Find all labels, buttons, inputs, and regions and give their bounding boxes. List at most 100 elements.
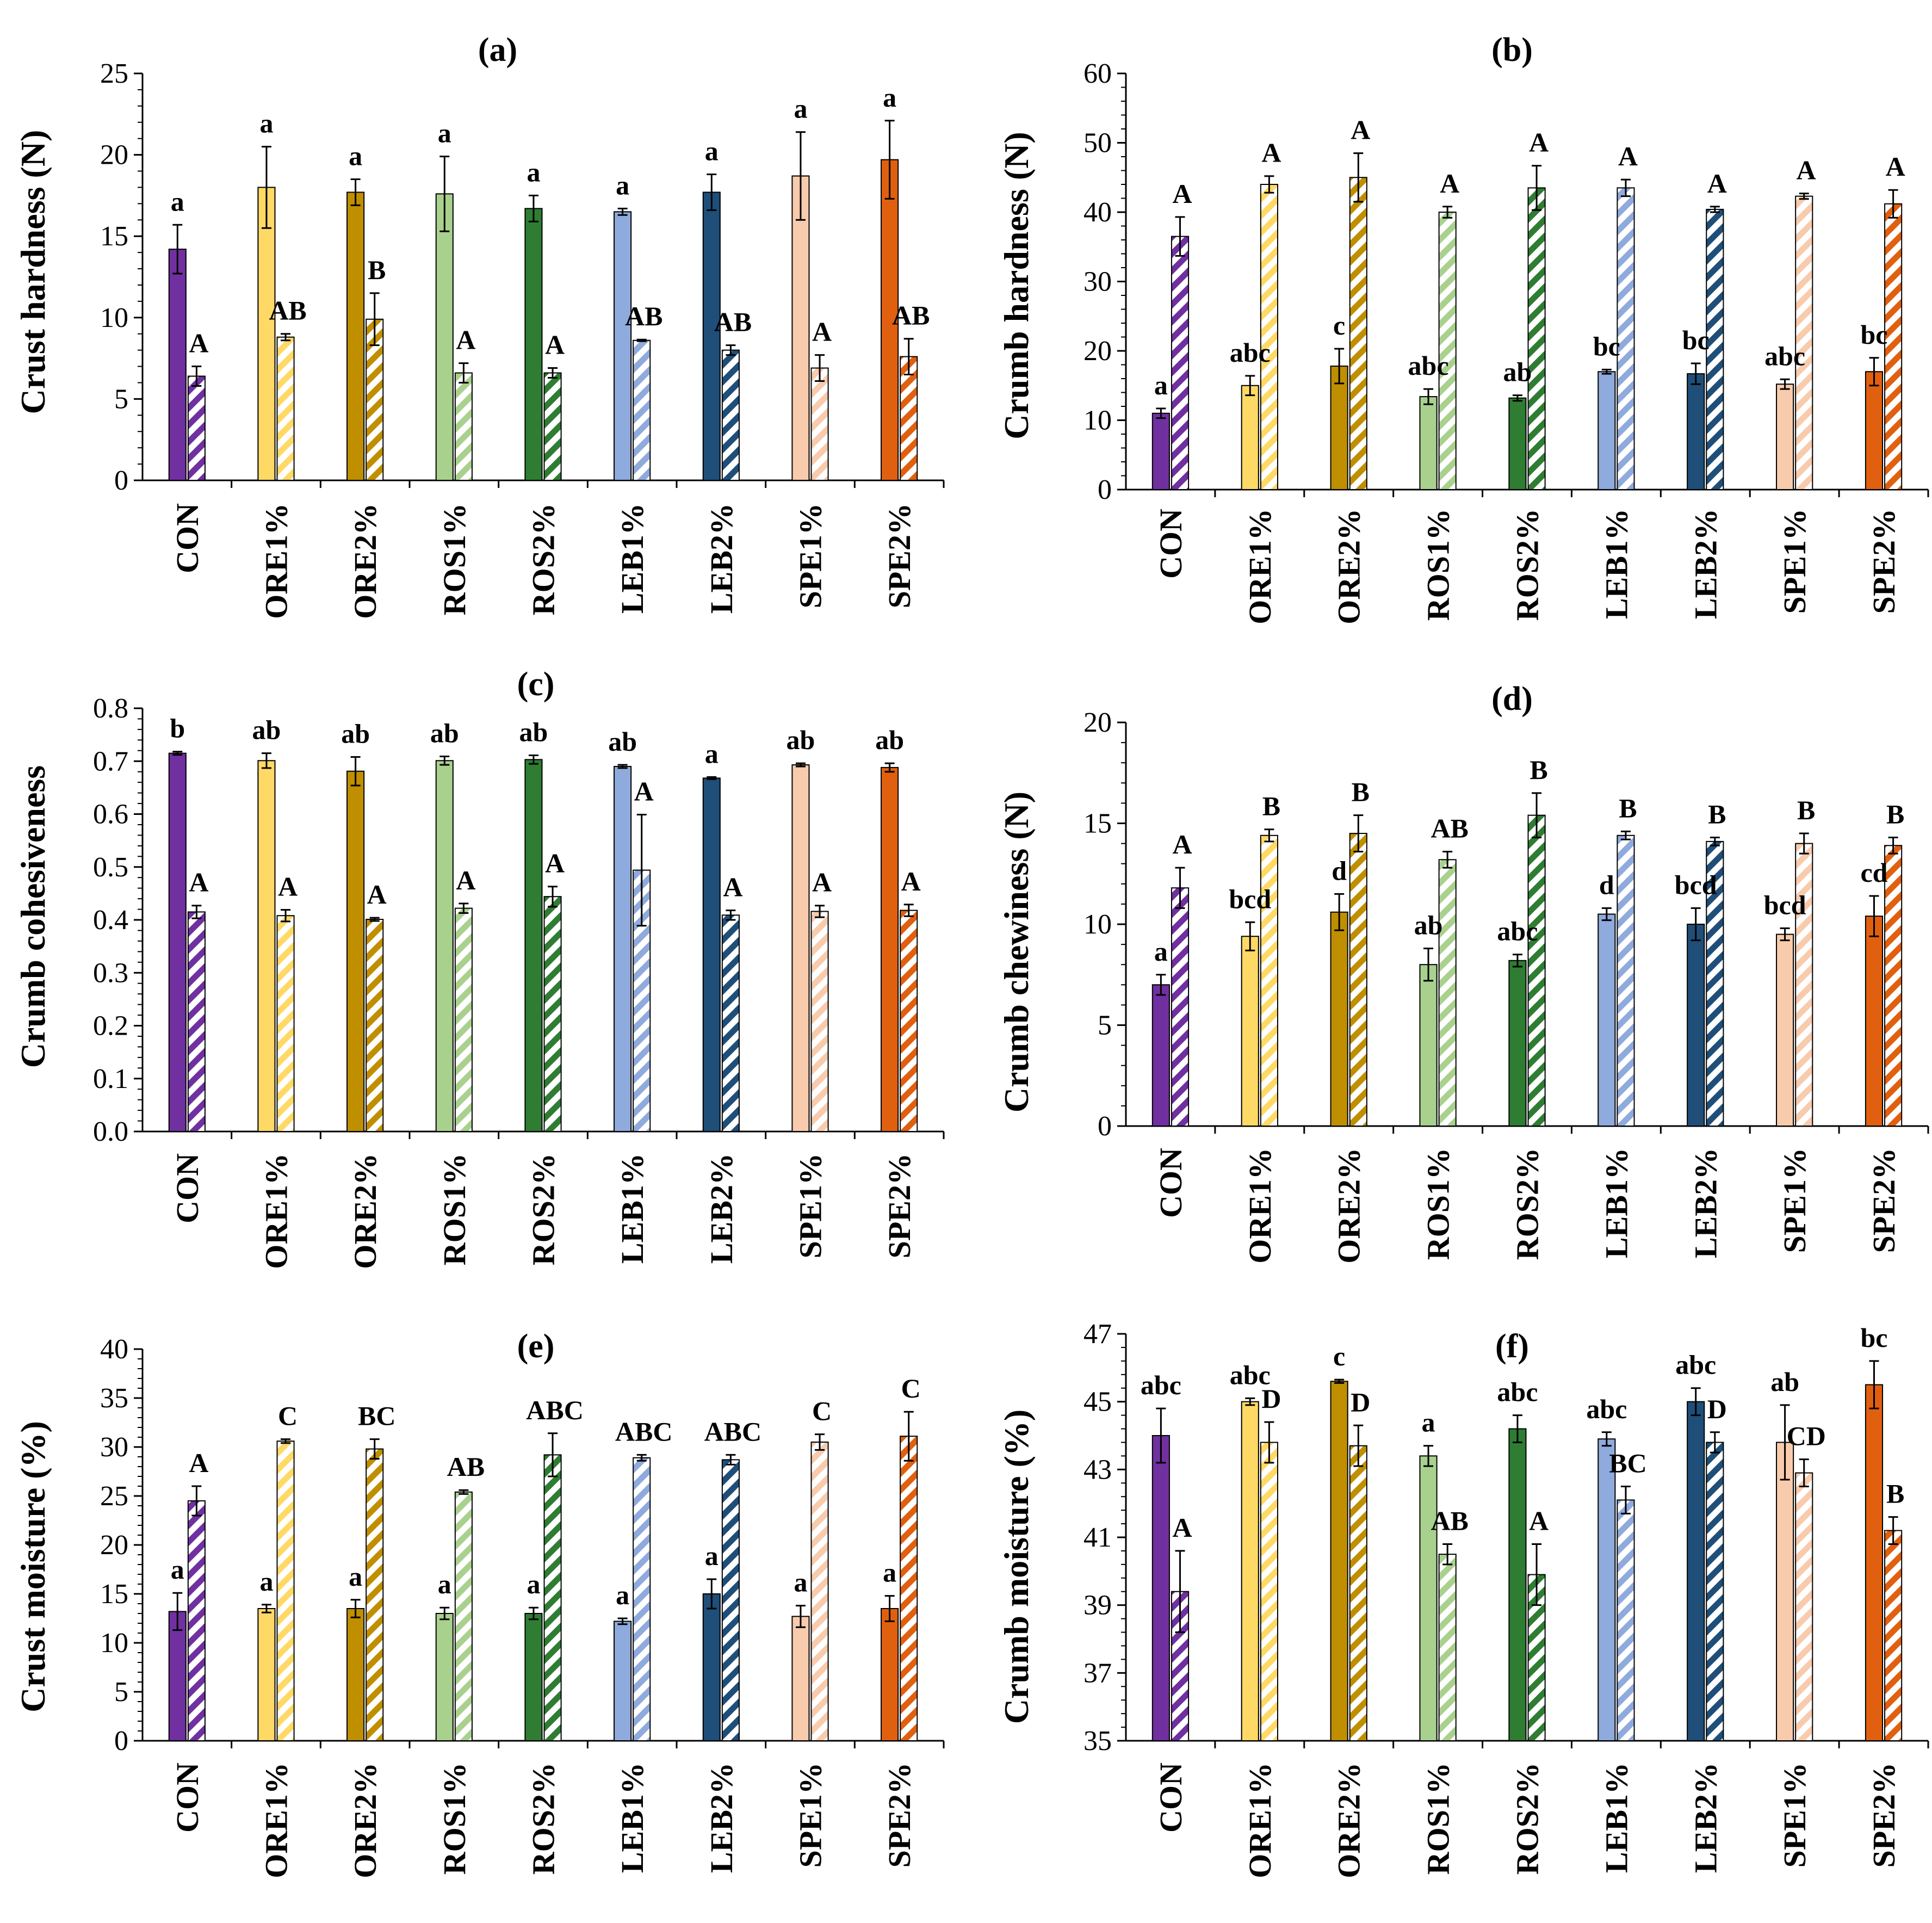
x-tick-label-CON: CON (1153, 509, 1188, 579)
bar-solid-LEB1% (614, 1621, 632, 1741)
y-tick-label: 5 (114, 384, 128, 415)
error-bar-solid-SPE2% (1869, 1360, 1879, 1409)
bar-hatched-ROS2% (1527, 814, 1546, 1127)
error-bar-hatched-ORE2% (1353, 1424, 1364, 1467)
error-bar-hatched-ORE2% (369, 1438, 380, 1460)
sig-label-hatched-LEB1%: A (1618, 141, 1638, 171)
sig-label-solid-ORE2%: a (349, 140, 362, 171)
bar-hatched-ROS1% (1438, 1554, 1457, 1742)
x-tick-label-LEB2%: LEB2% (1688, 1148, 1723, 1258)
plot-area-d: 0 5 10 15 20 a A CON bcd B ORE1% d B ORE2% ab AB ROS1% ab… (1083, 707, 1929, 1264)
sig-label-hatched-CON: A (1172, 1512, 1192, 1543)
error-bar-solid-LEB2% (707, 174, 717, 211)
bar-hatched-LEB2% (1706, 208, 1724, 490)
bar-hatched-ORE1% (1260, 834, 1278, 1127)
bar-solid-SPE2% (1865, 916, 1884, 1127)
error-bar-solid-SPE1% (795, 1605, 806, 1628)
error-bar-solid-ORE1% (261, 146, 271, 229)
error-bar-hatched-ROS1% (459, 362, 469, 384)
error-bar-solid-ROS1% (439, 1606, 450, 1621)
x-tick-label-LEB1%: LEB1% (1599, 1763, 1634, 1873)
bar-solid-SPE1% (1776, 384, 1794, 491)
error-bar-solid-ORE2% (350, 756, 361, 787)
bar-hatched-SPE2% (1884, 1530, 1903, 1742)
error-bar-solid-ORE2% (350, 1599, 361, 1618)
y-tick-label: 10 (100, 302, 128, 333)
error-bar-solid-SPE2% (884, 120, 895, 200)
panel-c: (c) Crumb cohesiveness 0.00.10.20.30.40.… (14, 666, 945, 1269)
error-bar-hatched-LEB2% (1710, 836, 1720, 846)
sig-label-solid-CON: b (170, 713, 185, 744)
error-bar-hatched-SPE2% (1888, 189, 1898, 219)
sig-label-solid-SPE1%: bcd (1764, 889, 1806, 920)
panel-e: (e) Crust moisture (%) 0 5 10 15 20 25 30 35 40 a… (14, 1328, 945, 1878)
bar-solid-ORE1% (257, 1608, 276, 1741)
y-tick-label: 60 (1083, 58, 1112, 89)
y-tick-label: 0.3 (93, 957, 128, 988)
error-bar-hatched-ROS2% (1532, 165, 1542, 211)
bar-hatched-LEB2% (1706, 1442, 1724, 1741)
bar-solid-ORE1% (1241, 936, 1259, 1127)
sig-label-solid-ROS1%: a (438, 1569, 451, 1599)
x-tick-label-ORE2%: ORE2% (1332, 1763, 1367, 1878)
error-bar-solid-CON (172, 1592, 183, 1631)
y-tick-label: 20 (1083, 336, 1112, 367)
y-tick-label: 0.4 (93, 905, 128, 936)
x-tick-label-ROS2%: ROS2% (526, 503, 561, 615)
x-tick-label-LEB1%: LEB1% (1599, 509, 1634, 619)
x-tick-label-LEB1%: LEB1% (615, 1153, 650, 1264)
bar-hatched-SPE2% (900, 910, 918, 1132)
sig-label-hatched-LEB2%: B (1708, 799, 1726, 829)
sig-label-hatched-LEB1%: BC (1609, 1448, 1646, 1479)
sig-label-solid-SPE1%: a (794, 94, 807, 124)
bar-hatched-ROS1% (454, 907, 473, 1132)
y-tick-label: 30 (100, 1432, 128, 1463)
error-bar-solid-SPE1% (1780, 1404, 1790, 1481)
error-bar-solid-SPE2% (884, 1595, 895, 1622)
bar-solid-SPE1% (1776, 1442, 1794, 1741)
sig-label-hatched-ROS2%: A (545, 330, 565, 360)
bar-hatched-LEB2% (721, 1459, 740, 1741)
sig-label-solid-ROS1%: ab (430, 718, 459, 748)
x-tick-label-SPE2%: SPE2% (882, 1763, 917, 1868)
bar-solid-LEB2% (1687, 924, 1705, 1127)
bar-hatched-LEB2% (721, 349, 740, 481)
error-bar-hatched-ORE2% (369, 917, 380, 922)
bar-solid-CON (1151, 1435, 1170, 1741)
bar-solid-ORE2% (1330, 366, 1348, 490)
error-bar-solid-LEB2% (707, 1578, 717, 1610)
panel-a: (a) Crust hardness (N) 0 5 10 15 20 25 a A CON a A… (14, 32, 945, 619)
bar-solid-ORE2% (346, 191, 365, 481)
plot-area-c: 0.0 0.1 0.2 0.3 0.4 0.5 0.6 0.7 0.8 b A CON ab A ORE1%… (93, 693, 945, 1269)
error-bar-solid-SPE1% (1780, 927, 1790, 942)
sig-label-solid-CON: a (1154, 936, 1168, 967)
x-tick-label-ROS1%: ROS1% (1421, 509, 1456, 621)
bar-hatched-SPE1% (1795, 1472, 1813, 1741)
sig-label-solid-ORE2%: c (1333, 1341, 1345, 1371)
error-bar-solid-ORE1% (1245, 375, 1255, 397)
panel-label-f: (f) (1495, 1328, 1529, 1365)
bar-solid-SPE2% (881, 766, 899, 1133)
bar-hatched-LEB1% (1617, 1499, 1635, 1742)
x-tick-label-ORE1%: ORE1% (1242, 1763, 1278, 1878)
sig-label-hatched-LEB2%: D (1707, 1394, 1727, 1424)
x-tick-label-SPE1%: SPE1% (1777, 509, 1812, 614)
y-tick-label: 5 (1098, 1010, 1112, 1041)
sig-label-hatched-ORE2%: B (368, 255, 386, 285)
error-bar-solid-SPE1% (795, 131, 806, 221)
sig-label-solid-SPE2%: bc (1860, 1322, 1887, 1353)
error-bar-hatched-ORE1% (1264, 175, 1274, 194)
sig-label-solid-ROS2%: abc (1497, 1377, 1538, 1407)
sig-label-solid-SPE1%: a (794, 1567, 807, 1598)
sig-label-solid-SPE2%: a (883, 1557, 896, 1588)
bar-solid-ROS2% (524, 759, 543, 1132)
sig-label-solid-ORE2%: c (1333, 310, 1345, 341)
bar-hatched-LEB2% (721, 914, 740, 1133)
error-bar-hatched-ROS2% (548, 886, 558, 908)
bar-solid-ROS1% (1419, 964, 1438, 1127)
error-bar-solid-ORE2% (1334, 1378, 1345, 1384)
error-bar-hatched-CON (191, 1485, 202, 1517)
sig-label-hatched-LEB1%: B (1619, 793, 1637, 823)
sig-label-hatched-LEB2%: AB (714, 307, 752, 337)
